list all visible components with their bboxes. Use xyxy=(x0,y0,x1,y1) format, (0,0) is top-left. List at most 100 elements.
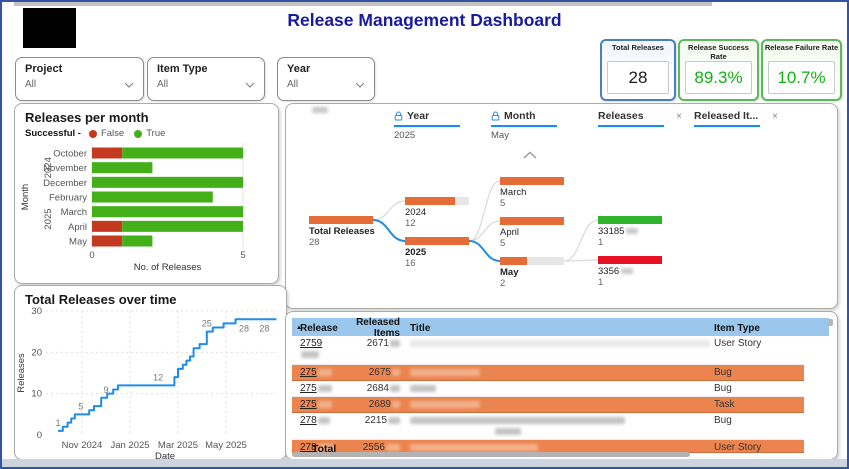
releases-over-time-panel: Total Releases over time Nov 2024 Jan 202… xyxy=(14,285,287,460)
sort-ascending-icon[interactable]: ▲ xyxy=(296,325,302,331)
tree-node-33185[interactable]: 33185 1 xyxy=(598,216,670,248)
slicer-item-type-dropdown[interactable]: All xyxy=(157,79,255,90)
bar-may-true[interactable] xyxy=(122,235,153,247)
bar-april-false[interactable] xyxy=(92,220,123,232)
item-type-cell: Task xyxy=(714,399,735,410)
chevron-down-icon xyxy=(124,82,134,88)
redacted-text xyxy=(621,268,634,275)
bar-november-true[interactable] xyxy=(92,162,153,174)
tree-header-value: 2025 xyxy=(394,130,416,141)
column-header-item-type[interactable]: Item Type xyxy=(714,322,760,334)
y-axis-title: Releases xyxy=(16,353,27,393)
tree-node-2025[interactable]: 2025 16 xyxy=(405,237,477,269)
tree-node-total-releases[interactable]: Total Releases 28 xyxy=(309,216,381,248)
tree-link-active xyxy=(468,240,501,262)
column-header-release[interactable]: Release xyxy=(300,322,338,334)
redacted-text xyxy=(317,443,334,451)
tree-node-april[interactable]: April 5 xyxy=(500,217,572,249)
tree-link xyxy=(563,259,599,262)
release-cell: 275 xyxy=(292,381,338,394)
released-items-value: 2675 xyxy=(368,367,391,378)
slicer-year-dropdown[interactable]: All xyxy=(287,79,365,90)
node-label: 3356 xyxy=(598,266,670,277)
table-body: 2759 2671 User Story 275 2675 Bug 275 2684 Bug 27… xyxy=(292,336,804,453)
legend-dot-true xyxy=(134,129,143,138)
redacted-title xyxy=(410,368,480,376)
close-icon[interactable]: × xyxy=(676,110,682,122)
vertical-scrollbar[interactable] xyxy=(828,319,833,326)
bar-october-false[interactable] xyxy=(92,147,123,159)
node-value: 5 xyxy=(500,198,506,209)
y-axis-title: Month xyxy=(20,184,31,210)
release-link[interactable]: 275 xyxy=(300,399,317,410)
chevron-down-icon xyxy=(245,82,255,88)
column-header-title[interactable]: Title xyxy=(410,322,431,334)
node-bar-fill xyxy=(309,216,373,224)
released-items-value: 2556 xyxy=(362,442,385,453)
tree-node-may[interactable]: May 2 xyxy=(500,257,572,289)
year-group-label: 2024 xyxy=(43,157,54,178)
release-link[interactable]: 2759 xyxy=(300,338,323,349)
tree-header-releases[interactable]: Releases × xyxy=(598,110,686,127)
table-row[interactable]: 278 2215 Bug xyxy=(292,413,804,440)
table-row[interactable]: 2759 2671 User Story xyxy=(292,336,804,365)
tree-header-label: Year xyxy=(407,110,430,122)
node-bar-fill xyxy=(500,217,564,225)
y-tick-label: 10 xyxy=(31,389,42,400)
close-icon[interactable]: × xyxy=(772,110,778,122)
bar-december-true[interactable] xyxy=(92,176,243,188)
node-bar xyxy=(500,257,564,265)
release-link[interactable]: 278 xyxy=(300,415,317,426)
tree-node-march[interactable]: March 5 xyxy=(500,177,572,209)
redacted-text xyxy=(390,339,400,347)
slicer-year-label: Year xyxy=(287,63,311,75)
redacted-title xyxy=(410,384,436,392)
page-bottom-strip xyxy=(2,459,847,467)
chevron-up-icon[interactable] xyxy=(523,151,537,159)
slicer-project-dropdown[interactable]: All xyxy=(25,79,134,90)
release-link[interactable]: 275 xyxy=(300,367,317,378)
tree-header-released-it[interactable]: Released It... × xyxy=(694,110,782,127)
table-row[interactable]: 275 2689 Task xyxy=(292,397,804,413)
horizontal-scrollbar[interactable] xyxy=(292,452,690,457)
release-link[interactable]: 275 xyxy=(300,383,317,394)
bar-chart: October November December February March Apri… xyxy=(20,143,246,273)
bar-october-true[interactable] xyxy=(122,147,243,159)
slicer-project-label: Project xyxy=(25,63,63,75)
line-chart-title: Total Releases over time xyxy=(25,292,177,307)
released-items-value: 2215 xyxy=(364,415,387,426)
release-cell: 278 xyxy=(292,413,338,426)
bar-february-true[interactable] xyxy=(92,191,213,203)
column-header-released-items[interactable]: Released Items xyxy=(356,317,400,339)
table-row[interactable]: 275 2675 Bug xyxy=(292,365,804,381)
redacted-text xyxy=(317,368,332,376)
tree-node-3356[interactable]: 3356 1 xyxy=(598,256,670,288)
released-items-value: 2684 xyxy=(366,383,389,394)
release-link[interactable]: 278 xyxy=(300,442,317,453)
bar-april-true[interactable] xyxy=(122,220,243,232)
step-line xyxy=(58,318,277,432)
item-type-cell: User Story xyxy=(714,442,762,453)
redacted-text xyxy=(317,384,332,392)
redacted-title xyxy=(410,416,625,424)
bar-category-label: November xyxy=(43,163,87,174)
node-bar-fill xyxy=(500,177,564,185)
slicer-project: Project All xyxy=(15,57,144,101)
kpi-label: Total Releases xyxy=(612,43,664,52)
bar-may-false[interactable] xyxy=(92,235,123,247)
tree-header-row: Month xyxy=(491,110,579,122)
tree-header-year[interactable]: Year 2025 xyxy=(394,110,482,141)
x-axis-title: No. of Releases xyxy=(134,262,202,273)
node-bar xyxy=(500,217,564,225)
title-cell xyxy=(400,365,714,378)
redacted-text xyxy=(390,384,400,392)
tree-node-2024[interactable]: 2024 12 xyxy=(405,197,477,229)
node-bar xyxy=(500,177,564,185)
bar-march-true[interactable] xyxy=(92,206,243,218)
tree-header-row: Year xyxy=(394,110,482,122)
data-label: 1 xyxy=(55,418,60,428)
node-label: April xyxy=(500,227,520,238)
released-items-value: 2689 xyxy=(368,399,391,410)
table-row[interactable]: 275 2684 Bug xyxy=(292,381,804,397)
tree-header-month[interactable]: Month May xyxy=(491,110,579,141)
